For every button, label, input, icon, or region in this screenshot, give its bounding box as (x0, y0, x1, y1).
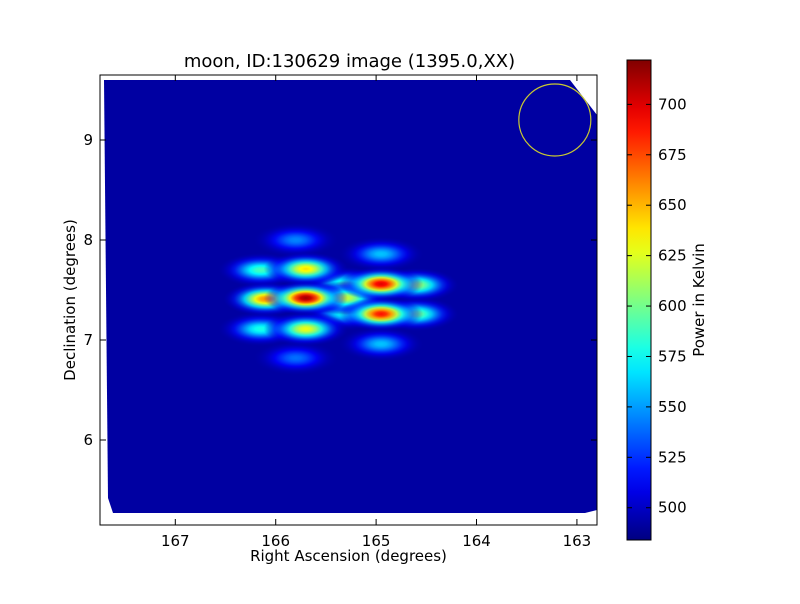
heatmap-source-blob (338, 267, 424, 301)
colorbar-tick-label: 700 (658, 95, 687, 113)
heatmap-source-blob (338, 327, 424, 361)
beam-circle (518, 83, 592, 157)
y-axis-label: Declination (degrees) (61, 219, 79, 381)
x-axis-label: Right Ascension (degrees) (250, 547, 447, 565)
x-tick-label: 165 (362, 532, 391, 550)
heatmap-source-blob (338, 297, 424, 331)
sources-layer (218, 223, 459, 375)
y-tick-label: 7 (83, 331, 93, 349)
x-tick-label: 163 (563, 532, 592, 550)
y-tick-label: 9 (83, 131, 93, 149)
y-axis-ticks: 6 7 8 9 (83, 131, 597, 449)
colorbar-tick-label: 500 (658, 499, 687, 517)
y-tick-label: 8 (83, 231, 93, 249)
heatmap-source-blob (263, 312, 348, 346)
colorbar (626, 59, 652, 541)
heatmap-source-blob (253, 341, 338, 375)
heatmap-source-blob (263, 281, 348, 315)
colorbar-tick-label: 550 (658, 398, 687, 416)
heatmap-source-blob (263, 252, 348, 286)
colorbar-tick-label: 650 (658, 196, 687, 214)
colorbar-tick-label: 675 (658, 146, 687, 164)
x-tick-label: 166 (261, 532, 290, 550)
colorbar-ticks: 500 525 550 575 600 625 650 675 700 (627, 95, 687, 517)
heatmap-source-blob (253, 223, 338, 257)
y-tick-label: 6 (83, 431, 93, 449)
colorbar-tick-label: 525 (658, 448, 687, 466)
colorbar-tick-label: 575 (658, 347, 687, 365)
chart-title: moon, ID:130629 image (1395.0,XX) (184, 51, 515, 72)
plot-frame (99, 74, 598, 526)
x-tick-label: 164 (462, 532, 491, 550)
colorbar-tick-label: 600 (658, 297, 687, 315)
x-axis-ticks: 167 166 165 164 163 (161, 75, 591, 550)
heatmap-source-blob (338, 237, 424, 271)
x-tick-label: 167 (161, 532, 190, 550)
colorbar-label: Power in Kelvin (690, 243, 708, 357)
colorbar-tick-label: 625 (658, 247, 687, 265)
heatmap-layer (104, 80, 597, 513)
